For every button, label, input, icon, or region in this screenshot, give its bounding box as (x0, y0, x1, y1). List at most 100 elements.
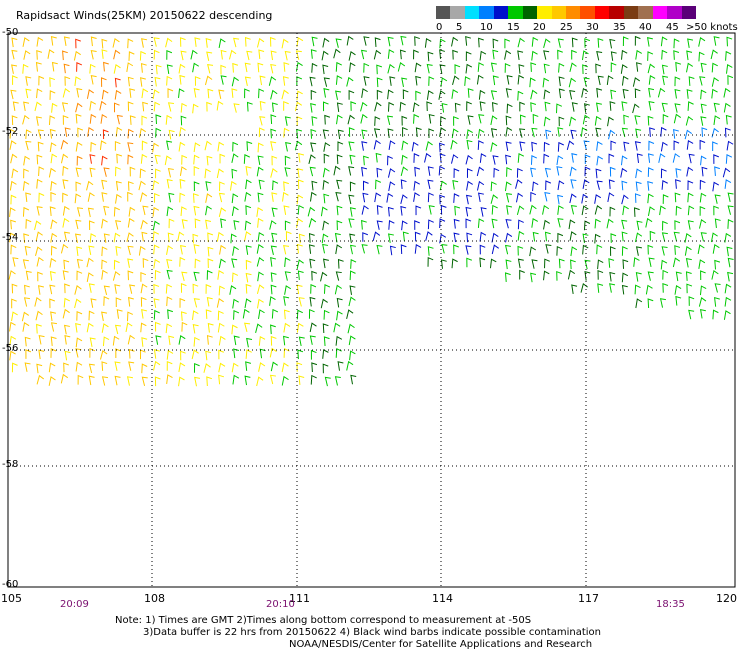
wind-barb (413, 153, 420, 163)
wind-barb (412, 102, 420, 113)
wind-barb (258, 309, 265, 319)
wind-barb (634, 35, 641, 46)
wind-barb (519, 101, 525, 112)
wind-barb (672, 257, 681, 268)
wind-barb (73, 50, 81, 61)
wind-barb (699, 308, 706, 319)
wind-barb (517, 245, 524, 256)
wind-barb (335, 244, 343, 255)
wind-barb (38, 334, 45, 345)
wind-barb (596, 180, 603, 190)
wind-barb (244, 36, 251, 47)
wind-barb (166, 360, 173, 371)
wind-barb (414, 244, 422, 254)
wind-barb (595, 168, 602, 179)
wind-barb (727, 257, 734, 268)
note-line-1: Note: 1) Times are GMT 2)Times along bot… (115, 615, 532, 626)
wind-barb (440, 259, 447, 269)
wind-barb (660, 36, 668, 47)
wind-barb (155, 127, 162, 138)
wind-barb (571, 284, 578, 294)
wind-barb (36, 36, 44, 47)
wind-barb (75, 337, 83, 348)
legend-swatch (522, 6, 538, 19)
wind-barb (376, 220, 383, 230)
wind-barb (233, 103, 240, 113)
wind-barb (362, 180, 369, 191)
wind-barb (348, 90, 355, 100)
wind-barb (647, 51, 654, 61)
wind-barb (63, 231, 70, 242)
wind-barb (270, 128, 277, 139)
wind-barb (64, 127, 71, 137)
wind-barb (580, 283, 588, 293)
wind-barb (647, 193, 654, 204)
wind-barb (543, 219, 550, 230)
wind-barb (311, 62, 318, 73)
wind-barb (88, 283, 95, 293)
wind-barb (75, 167, 82, 177)
wind-barb (205, 309, 212, 319)
wind-barb (115, 166, 121, 177)
wind-barb (284, 167, 291, 177)
wind-barb (270, 63, 277, 74)
wind-barb (361, 219, 367, 230)
wind-barb (257, 155, 264, 166)
wind-barb (426, 90, 434, 100)
wind-barb (465, 206, 472, 217)
wind-barb (725, 154, 733, 164)
wind-barb (333, 165, 341, 176)
wind-barb (50, 311, 57, 321)
wind-barb (440, 204, 447, 215)
wind-barb (363, 36, 370, 46)
wind-barb (283, 100, 289, 111)
wind-barb (258, 179, 265, 190)
wind-barb (441, 102, 448, 113)
wind-barb (386, 115, 394, 125)
legend-swatch (493, 6, 509, 19)
wind-barb (647, 181, 654, 191)
wind-barb (270, 141, 277, 151)
wind-barb (101, 155, 108, 166)
wind-barb (62, 270, 69, 280)
wind-barb (323, 193, 330, 204)
wind-barb (166, 75, 173, 86)
wind-barb (166, 140, 173, 151)
wind-barb (348, 296, 356, 307)
wind-barb (530, 102, 537, 112)
wind-barb (517, 74, 525, 85)
wind-barb (25, 192, 32, 202)
wind-barb (36, 206, 43, 216)
wind-barb (699, 206, 706, 216)
wind-barb (193, 88, 200, 98)
wind-barb (634, 193, 641, 203)
wind-barb (596, 155, 604, 166)
wind-barb (193, 181, 200, 192)
wind-barb (270, 89, 278, 100)
map-frame (7, 32, 736, 588)
wind-barb (311, 270, 318, 281)
wind-barb (334, 284, 342, 295)
wind-barb (154, 376, 161, 387)
wind-barb (142, 101, 149, 112)
wind-barb (258, 362, 266, 372)
wind-barb (714, 259, 721, 270)
wind-barb (152, 180, 160, 190)
wind-barb (48, 115, 56, 126)
wind-barb (685, 257, 692, 268)
wind-barb (453, 244, 459, 255)
wind-barb (153, 298, 160, 308)
wind-barb (439, 180, 447, 191)
wind-barb (361, 88, 368, 98)
wind-barb (207, 322, 214, 333)
wind-barb (283, 309, 290, 320)
wind-barb (583, 220, 591, 231)
wind-barb (336, 114, 343, 125)
wind-barb (113, 49, 121, 60)
wind-barb (621, 272, 629, 283)
wind-barb (37, 141, 44, 152)
wind-barb (36, 323, 42, 334)
wind-barb (101, 192, 108, 202)
wind-barb (711, 77, 719, 87)
